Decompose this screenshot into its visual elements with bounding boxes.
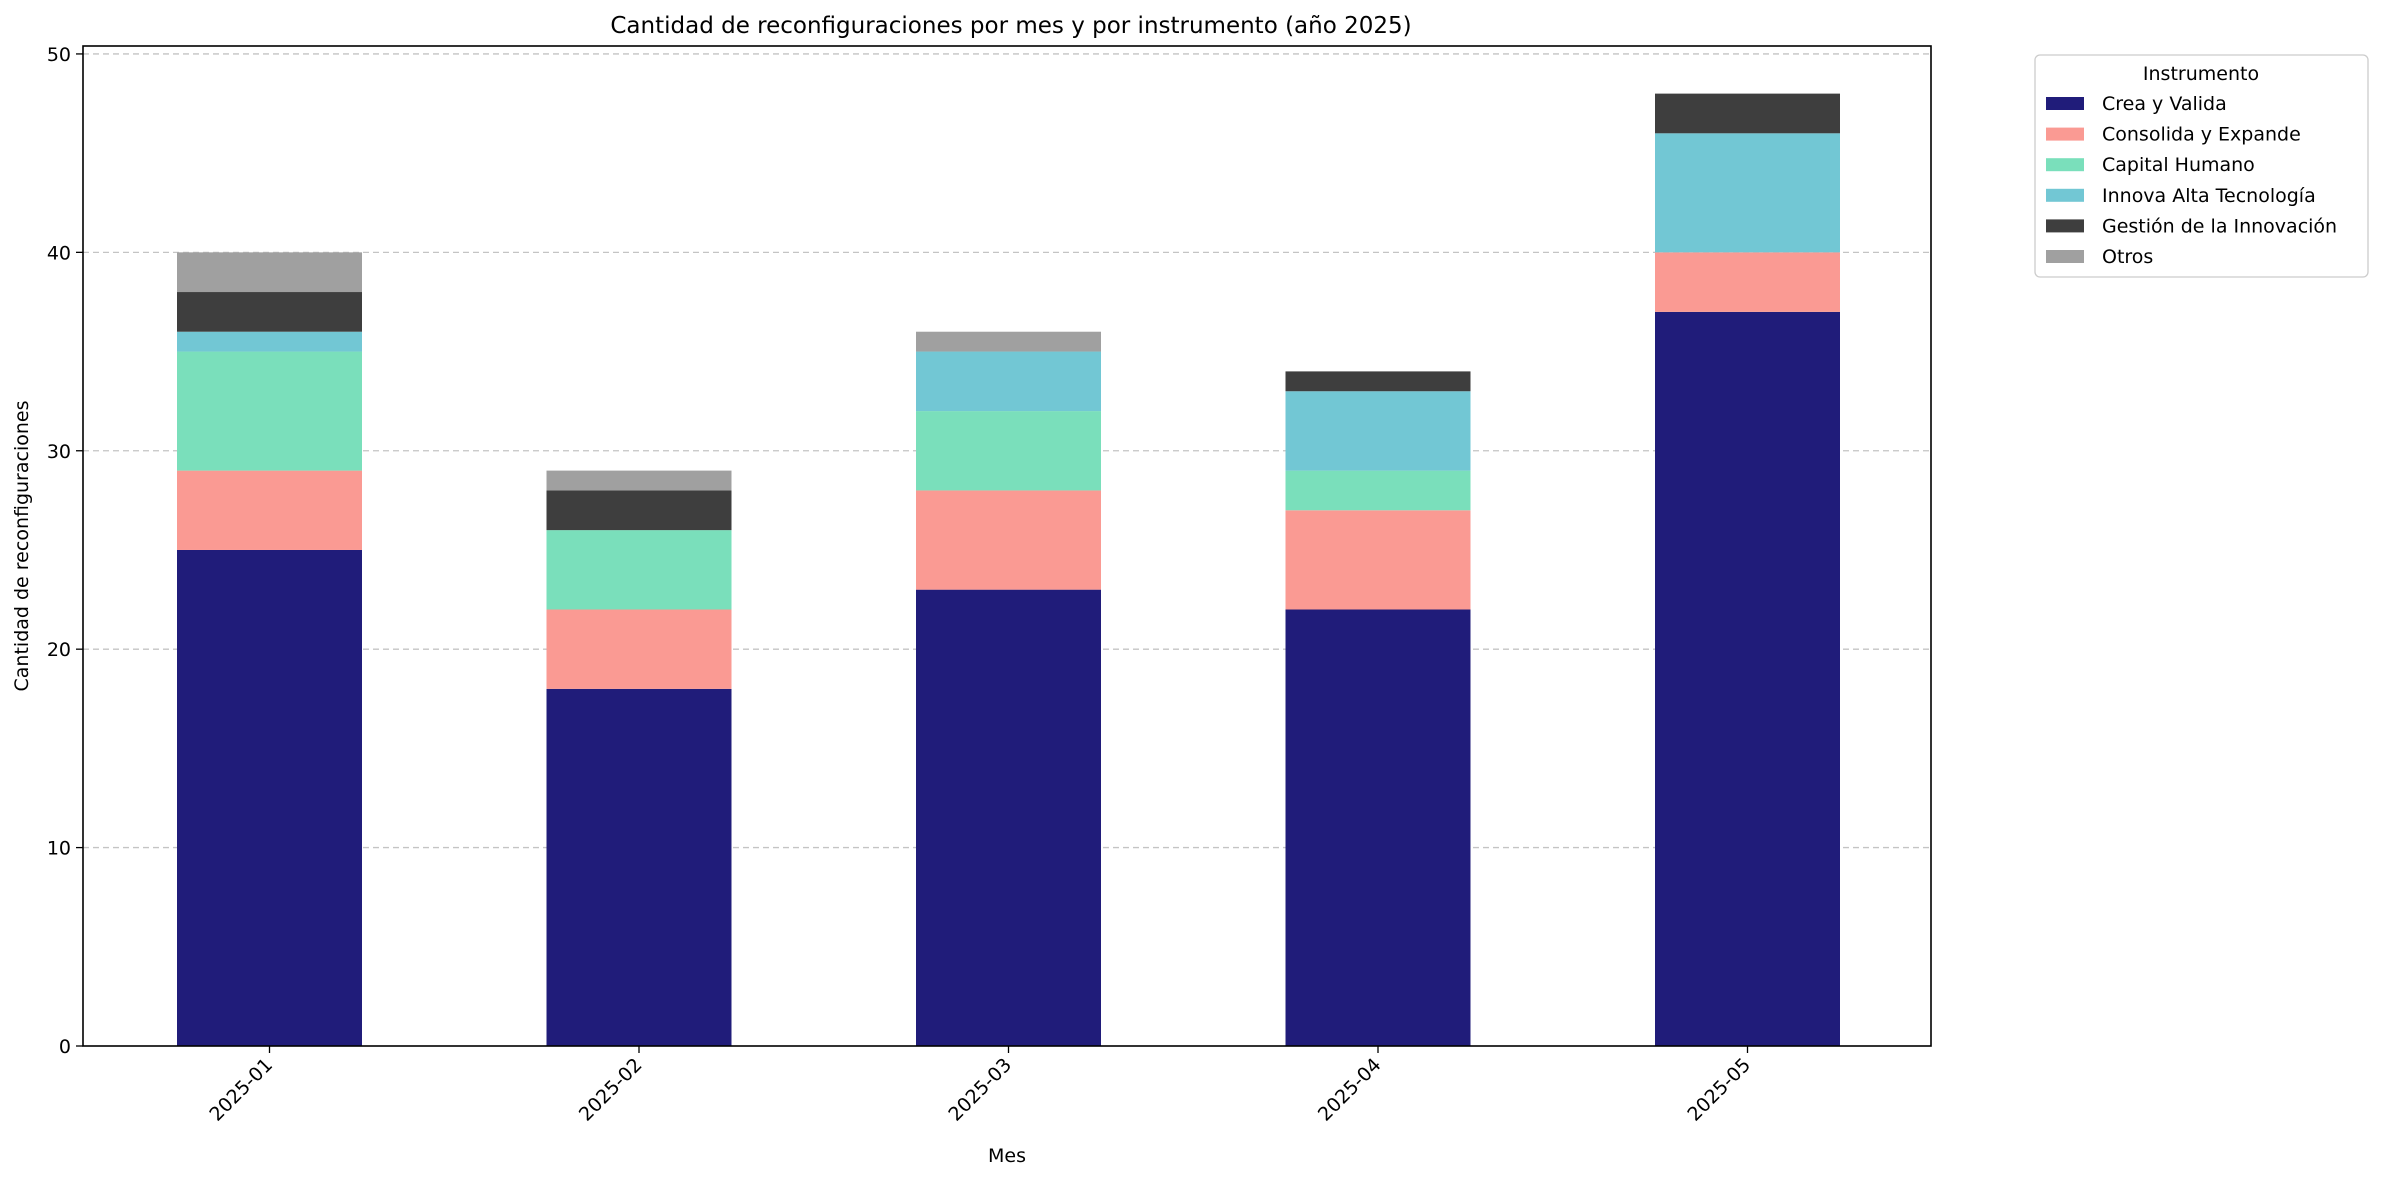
legend-item: Consolida y Expande bbox=[2046, 124, 2301, 146]
bar-segment bbox=[177, 549, 362, 1046]
bar-stack-2025-01 bbox=[177, 252, 362, 1046]
x-tick-label: 2025-03 bbox=[944, 1054, 1016, 1126]
bar-segment bbox=[916, 411, 1101, 491]
bar-segment bbox=[546, 530, 732, 610]
y-tick-label: 50 bbox=[47, 44, 71, 66]
legend-swatch bbox=[2046, 127, 2084, 141]
bar-segment bbox=[1655, 93, 1840, 134]
y-axis-label: Cantidad de reconfiguraciones bbox=[11, 401, 33, 692]
legend-frame bbox=[2034, 54, 2369, 278]
bar-segment bbox=[1655, 133, 1840, 253]
plot-frame bbox=[82, 45, 1932, 1047]
legend-item: Gestión de la Innovación bbox=[2046, 215, 2337, 237]
legend-label: Crea y Valida bbox=[2102, 93, 2227, 115]
bar-stack-2025-04 bbox=[1285, 371, 1471, 1046]
bar-segment bbox=[916, 589, 1101, 1046]
x-tick-label: 2025-05 bbox=[1683, 1054, 1755, 1126]
x-tick-label: 2025-02 bbox=[575, 1054, 647, 1126]
legend-label: Gestión de la Innovación bbox=[2102, 215, 2337, 237]
y-tick-label: 30 bbox=[47, 441, 71, 463]
chart-title: Cantidad de reconfiguraciones por mes y … bbox=[610, 13, 1411, 39]
legend-item: Otros bbox=[2046, 246, 2153, 268]
bar-segment bbox=[1285, 371, 1471, 392]
legend-swatch bbox=[2046, 158, 2084, 172]
bar-segment bbox=[1285, 609, 1471, 1046]
legend-label: Otros bbox=[2102, 246, 2153, 268]
bar-segment bbox=[916, 331, 1101, 352]
legend-item: Crea y Valida bbox=[2046, 93, 2227, 115]
y-tick-label: 40 bbox=[47, 242, 71, 264]
legend-swatch bbox=[2046, 219, 2084, 233]
legend-item: Innova Alta Tecnología bbox=[2046, 185, 2316, 207]
legend-swatch bbox=[2046, 250, 2084, 263]
bar-segment bbox=[546, 688, 732, 1046]
y-axis: 0 10 20 30 40 50 bbox=[47, 44, 83, 1058]
x-axis: 2025-01 2025-02 2025-03 2025-04 2025-05 bbox=[205, 1046, 1755, 1126]
bar-segment bbox=[916, 351, 1101, 412]
bar-stack-2025-05 bbox=[1655, 93, 1840, 1046]
y-tick-label: 20 bbox=[47, 639, 71, 661]
bar-segment bbox=[1285, 510, 1471, 610]
x-axis-label: Mes bbox=[988, 1145, 1026, 1167]
bar-segment bbox=[916, 490, 1101, 590]
bar-stack-2025-02 bbox=[546, 470, 732, 1046]
bar-segment bbox=[177, 351, 362, 471]
legend-items: Crea y Valida Consolida y Expande Capital … bbox=[2046, 93, 2337, 268]
y-tick-label: 0 bbox=[59, 1036, 71, 1058]
bar-segment bbox=[546, 490, 732, 531]
legend-label: Capital Humano bbox=[2102, 154, 2255, 176]
y-tick-label: 10 bbox=[47, 838, 71, 860]
bar-segment bbox=[177, 292, 362, 332]
legend-title: Instrumento bbox=[2143, 63, 2259, 85]
bar-segment bbox=[546, 609, 732, 689]
legend-item: Capital Humano bbox=[2046, 154, 2255, 176]
legend-swatch bbox=[2046, 188, 2084, 202]
x-tick-label: 2025-01 bbox=[205, 1054, 277, 1126]
bar-segment bbox=[177, 470, 362, 550]
legend-swatch bbox=[2046, 97, 2084, 110]
bar-stack-2025-03 bbox=[916, 331, 1101, 1046]
bar-segment bbox=[1285, 391, 1471, 471]
legend: Instrumento Crea y Valida Consolida y Exp… bbox=[2034, 54, 2369, 278]
bar-segment bbox=[1655, 311, 1840, 1046]
bar-segment bbox=[177, 252, 362, 293]
bar-segment bbox=[177, 331, 362, 352]
bar-segment bbox=[1285, 470, 1471, 511]
bar-segment bbox=[1655, 252, 1840, 312]
legend-label: Innova Alta Tecnología bbox=[2102, 185, 2316, 207]
bars bbox=[177, 93, 1840, 1046]
bar-segment bbox=[546, 470, 732, 491]
legend-label: Consolida y Expande bbox=[2102, 124, 2301, 146]
x-tick-label: 2025-04 bbox=[1314, 1054, 1386, 1126]
